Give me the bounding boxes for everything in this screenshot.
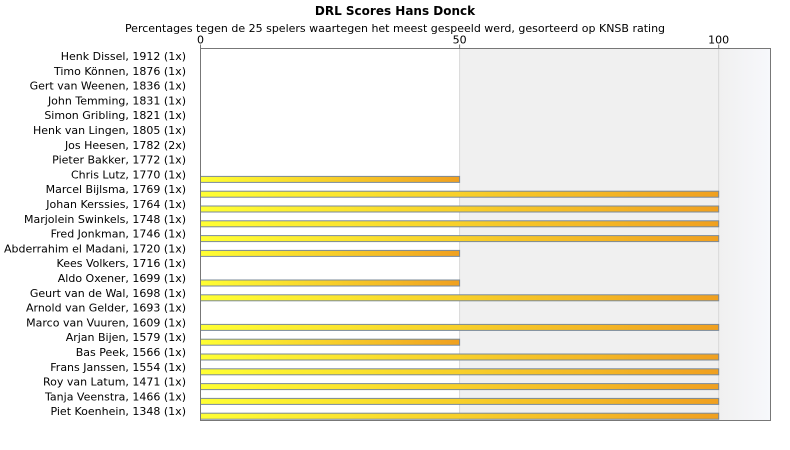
bar [200, 249, 461, 257]
category-label: Johan Kerssies, 1764 (1x) [45, 198, 186, 211]
category-label: Marco van Vuuren, 1609 (1x) [26, 316, 186, 329]
bar [200, 353, 720, 361]
bar [200, 383, 720, 391]
category-label: Henk Dissel, 1912 (1x) [61, 50, 186, 63]
plot-band [718, 48, 771, 421]
bar [200, 190, 720, 198]
category-label: Arjan Bijen, 1579 (1x) [66, 331, 186, 344]
bar [200, 279, 461, 287]
bar [200, 338, 461, 346]
y-axis: Henk Dissel, 1912 (1x) Timo Können, 1876 … [4, 50, 186, 418]
bar [200, 323, 720, 331]
category-label: Kees Volkers, 1716 (1x) [57, 257, 186, 270]
category-label: Frans Janssen, 1554 (1x) [50, 361, 186, 374]
bar [200, 412, 720, 420]
bar [200, 368, 720, 376]
plot-frame [200, 48, 771, 421]
plot-band [200, 48, 460, 421]
category-label: Bas Peek, 1566 (1x) [76, 346, 186, 359]
chart-subtitle: Percentages tegen de 25 spelers waartege… [124, 22, 666, 35]
category-label: Roy van Latum, 1471 (1x) [43, 376, 186, 389]
category-label: Henk van Lingen, 1805 (1x) [33, 124, 186, 137]
category-label: Marcel Bijlsma, 1769 (1x) [46, 183, 186, 196]
bar [200, 294, 720, 302]
category-label: Abderrahim el Madani, 1720 (1x) [4, 242, 186, 255]
x-tick-label: 0 [197, 34, 204, 47]
category-label: Jos Heesen, 1782 (2x) [64, 139, 186, 152]
chart-title: DRL Scores Hans Donck [314, 4, 476, 18]
x-axis: 0 50 100 [197, 34, 729, 49]
category-label: Tanja Veenstra, 1466 (1x) [44, 390, 186, 403]
category-label: Geurt van de Wal, 1698 (1x) [30, 287, 186, 300]
category-label: Fred Jonkman, 1746 (1x) [51, 228, 186, 241]
category-label: Arnold van Gelder, 1693 (1x) [26, 302, 186, 315]
category-label: John Temming, 1831 (1x) [47, 94, 186, 107]
bars [200, 175, 720, 420]
bar [200, 397, 720, 405]
category-label: Simon Gribling, 1821 (1x) [44, 109, 186, 122]
category-label: Chris Lutz, 1770 (1x) [71, 168, 186, 181]
category-label: Pieter Bakker, 1772 (1x) [52, 154, 186, 167]
plot-band [459, 48, 719, 421]
category-label: Aldo Oxener, 1699 (1x) [58, 272, 186, 285]
x-tick-label: 50 [453, 34, 467, 47]
bar [200, 220, 720, 228]
bar [200, 175, 461, 183]
category-label: Gert van Weenen, 1836 (1x) [30, 80, 186, 93]
category-label: Marjolein Swinkels, 1748 (1x) [24, 213, 186, 226]
x-tick-label: 100 [708, 34, 729, 47]
category-label: Timo Können, 1876 (1x) [53, 65, 186, 78]
category-label: Piet Koenhein, 1348 (1x) [50, 405, 186, 418]
plot-area [200, 48, 771, 421]
bar [200, 205, 720, 213]
bar [200, 235, 720, 243]
